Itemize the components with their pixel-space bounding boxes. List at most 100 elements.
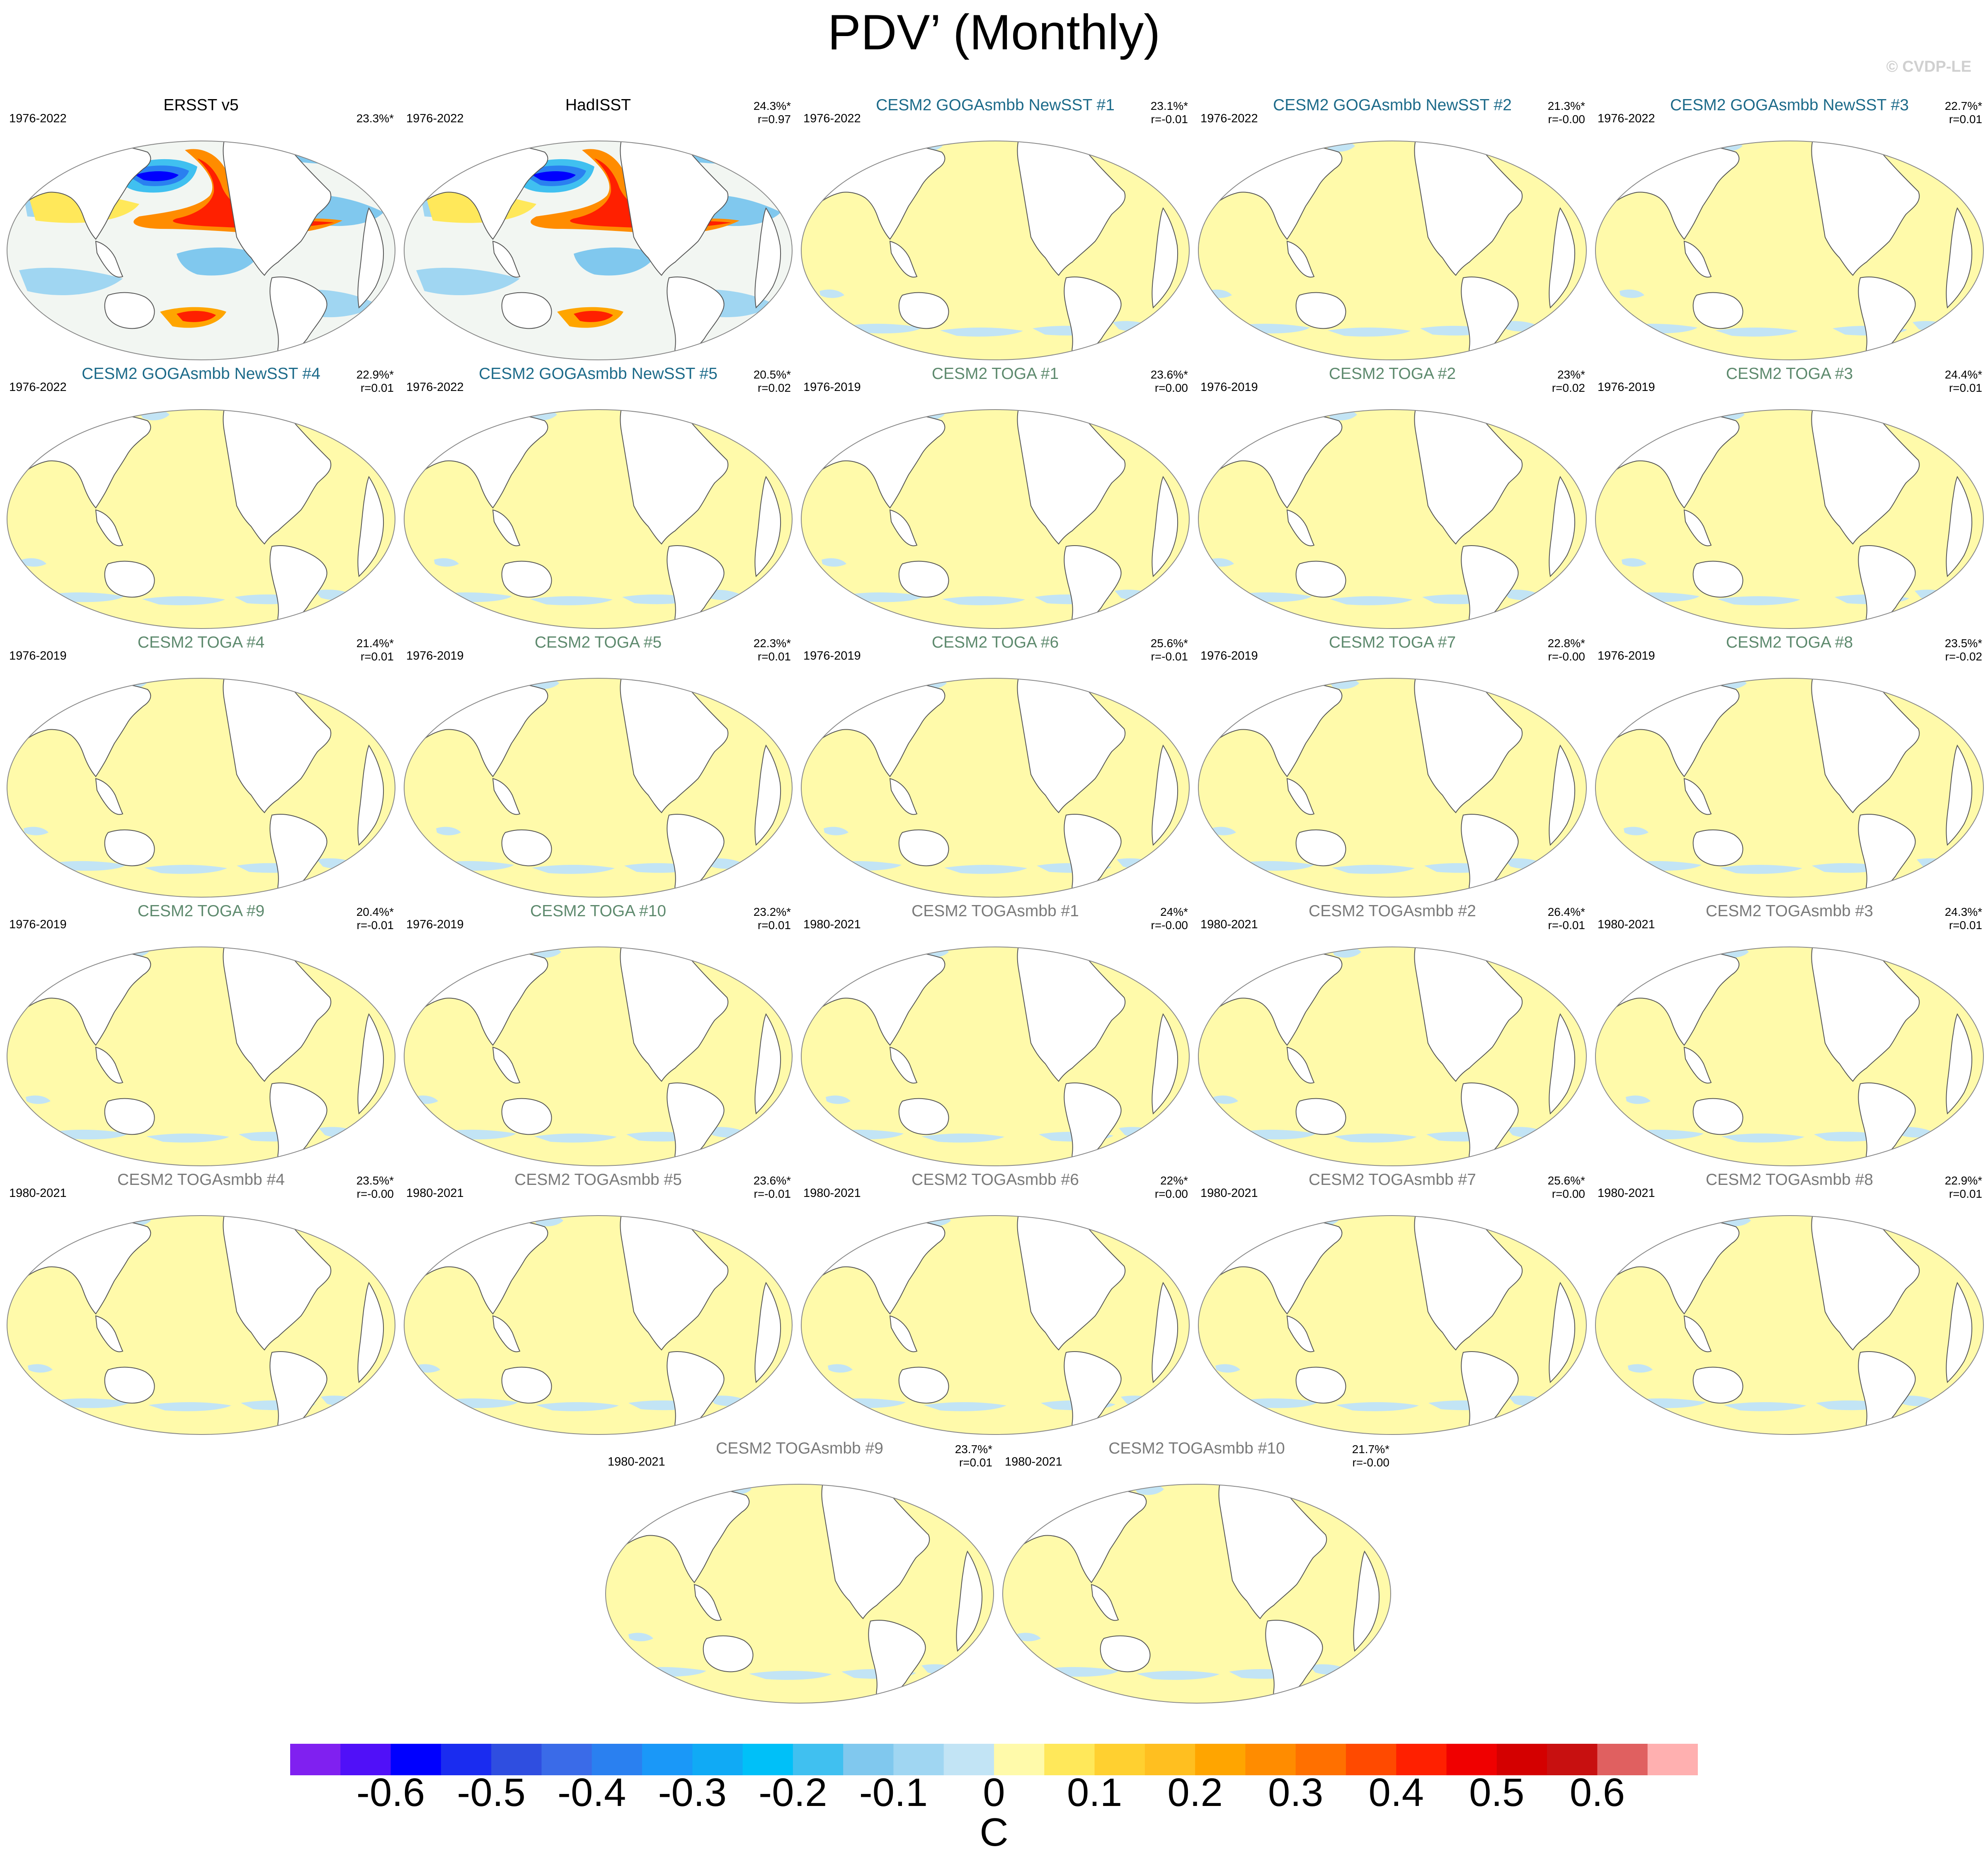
land-australia	[898, 1098, 949, 1135]
anomaly-contour	[1814, 1195, 1864, 1209]
map-panel: CESM2 TOGA #9 1976-2019 20.4%* r=-0.01	[2, 902, 400, 1167]
land-namerica	[1017, 678, 1126, 813]
panel-years: 1980-2021	[9, 1187, 67, 1200]
anomaly-contour	[620, 389, 670, 403]
anomaly-contour	[146, 1133, 229, 1143]
map-panel: HadISST 1976-2022 24.3%* r=0.97	[400, 96, 797, 362]
colorbar-tick: 0.1	[1067, 1770, 1122, 1815]
colorbar	[290, 1744, 1698, 1775]
land-greenland	[315, 1216, 361, 1245]
colorbar-tick: 0.5	[1469, 1770, 1525, 1815]
anomaly-contour	[1418, 120, 1468, 134]
anomaly-contour	[1420, 389, 1470, 403]
map-border	[1198, 141, 1587, 360]
map-border	[404, 947, 793, 1166]
world-map	[404, 141, 793, 360]
colorbar-swatch	[692, 1744, 743, 1775]
land-seasia	[693, 1584, 722, 1621]
anomaly-contour	[822, 558, 846, 567]
land-africa_edge	[1353, 1550, 1380, 1652]
colorbar-swatch	[1346, 1744, 1396, 1775]
panel-title: CESM2 GOGAsmbb NewSST #1	[876, 96, 1115, 114]
anomaly-contour	[173, 158, 334, 228]
panel-variance-pct: 23.3%*	[356, 112, 394, 125]
land-africa_edge	[1152, 207, 1178, 309]
anomaly-contour	[133, 149, 342, 234]
land-seasia	[1286, 1046, 1315, 1084]
map-border	[801, 678, 1190, 898]
anomaly-contour	[826, 1095, 851, 1104]
panel-years: 1976-2022	[1200, 112, 1258, 125]
anomaly-contour	[1806, 120, 1855, 134]
panel-pattern-correlation: r=0.02	[757, 381, 791, 394]
panel-pattern-correlation: r=0.01	[757, 919, 791, 932]
land-europe_edge	[1159, 420, 1178, 457]
panel-variance-pct: 24.3%*	[753, 100, 791, 112]
land-europe_edge	[1953, 1226, 1972, 1263]
panel-title: CESM2 TOGA #9	[137, 902, 265, 920]
panel-title: CESM2 TOGA #3	[1726, 365, 1853, 383]
panel-title: CESM2 TOGA #2	[1329, 365, 1456, 383]
anomaly-contour	[944, 864, 1027, 874]
land-australia	[898, 1366, 949, 1404]
panel-title: CESM2 TOGAsmbb #7	[1309, 1171, 1476, 1189]
land-namerica	[1414, 1216, 1523, 1351]
land-namerica	[1811, 678, 1920, 813]
panel-years: 1976-2022	[406, 381, 464, 394]
panel-title: CESM2 TOGAsmbb #10	[1108, 1439, 1285, 1457]
panel-pattern-correlation: r=-0.01	[356, 919, 394, 932]
ocean-field	[1198, 1216, 1586, 1434]
land-africa_edge	[1152, 1282, 1178, 1383]
panel-variance-pct: 26.4%*	[1547, 905, 1585, 918]
anomaly-contour	[532, 171, 576, 181]
land-australia	[1295, 292, 1346, 329]
land-greenland	[1904, 947, 1949, 976]
land-europe_edge	[1556, 957, 1575, 994]
land-namerica	[223, 141, 332, 276]
anomaly-contour	[624, 926, 674, 940]
land-africa_edge	[1549, 744, 1576, 846]
anomaly-contour	[1332, 864, 1415, 874]
panel-years: 1976-2019	[1598, 649, 1655, 663]
map-panel: CESM2 TOGA #8 1976-2019 23.5%* r=-0.02	[1591, 633, 1988, 899]
panel-variance-pct: 21.4%*	[356, 637, 394, 650]
panel-pattern-correlation: r=-0.00	[1548, 650, 1586, 663]
colorbar-swatch	[642, 1744, 693, 1775]
panel-years: 1980-2021	[803, 918, 861, 931]
map-panel: CESM2 TOGA #3 1976-2019 24.4%* r=0.01	[1591, 365, 1988, 630]
anomaly-contour	[628, 1633, 653, 1641]
world-map	[1198, 120, 1587, 360]
colorbar-tick: 0	[983, 1770, 1005, 1815]
panel-variance-pct: 24.4%*	[1944, 368, 1982, 381]
land-namerica	[620, 1216, 729, 1351]
map-panel: CESM2 TOGA #1 1976-2019 23.6%* r=0.00	[797, 365, 1194, 630]
anomaly-contour	[1812, 926, 1862, 940]
colorbar-swatch	[491, 1744, 542, 1775]
land-greenland	[1507, 1216, 1552, 1245]
land-namerica	[223, 947, 332, 1082]
colorbar-swatch	[742, 1744, 793, 1775]
panel-pattern-correlation: r=0.01	[1949, 381, 1982, 394]
panel-title: CESM2 TOGA #6	[931, 633, 1059, 651]
anomaly-contour	[1624, 827, 1649, 835]
panel-title: CESM2 TOGA #8	[1726, 633, 1853, 651]
map-panel: CESM2 TOGA #2 1976-2019 23%* r=0.02	[1194, 365, 1591, 630]
colorbar-swatch	[1396, 1744, 1447, 1775]
land-africa_edge	[357, 207, 384, 309]
panel-title: CESM2 TOGAsmbb #4	[117, 1171, 285, 1189]
land-australia	[1692, 1366, 1743, 1404]
colorbar-swatch	[1144, 1744, 1195, 1775]
land-australia	[898, 829, 949, 866]
land-namerica	[1811, 141, 1920, 276]
land-greenland	[1507, 141, 1552, 170]
colorbar-tick: -0.2	[759, 1770, 827, 1815]
map-panel: ERSST v5 1976-2022 23.3%*	[2, 96, 400, 362]
land-greenland	[1110, 410, 1155, 439]
land-africa_edge	[1549, 1013, 1576, 1115]
ocean-field	[801, 947, 1189, 1166]
anomaly-contour	[1202, 1464, 1252, 1478]
land-greenland	[1507, 947, 1552, 976]
map-border	[801, 947, 1190, 1166]
land-greenland	[315, 947, 361, 976]
map-panel: CESM2 GOGAsmbb NewSST #2 1976-2022 21.3%* r…	[1194, 96, 1591, 362]
